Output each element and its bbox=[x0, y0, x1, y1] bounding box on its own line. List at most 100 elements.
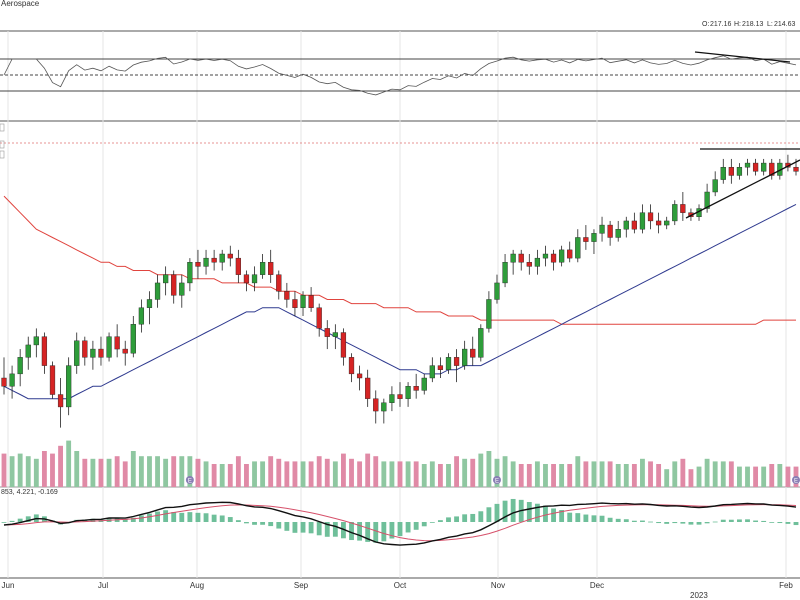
macd-hist-bar bbox=[155, 511, 160, 522]
candle-body bbox=[41, 336, 48, 366]
earnings-marker-icon bbox=[792, 476, 800, 484]
candle bbox=[324, 320, 330, 350]
candle-body bbox=[219, 253, 225, 263]
macd-hist-bar bbox=[260, 522, 266, 525]
candle-body bbox=[607, 224, 613, 238]
volume-bar bbox=[397, 461, 403, 487]
macd-hist-bar bbox=[615, 518, 621, 522]
volume-bar bbox=[446, 464, 451, 487]
candle bbox=[66, 357, 72, 416]
volume-bar bbox=[365, 453, 371, 487]
volume-bar bbox=[179, 456, 185, 487]
volume-bar bbox=[696, 466, 702, 487]
high-label: H: bbox=[734, 21, 741, 28]
volume-bar bbox=[373, 456, 379, 487]
volume-bar bbox=[260, 461, 266, 487]
macd-hist-bar bbox=[316, 522, 322, 536]
month-label: Dec bbox=[590, 581, 604, 590]
macd-hist-bar bbox=[680, 522, 686, 524]
volume-bar bbox=[50, 453, 55, 487]
candle bbox=[510, 249, 516, 275]
volume-bar bbox=[704, 458, 710, 487]
macd-hist-bar bbox=[389, 522, 395, 539]
candle bbox=[9, 365, 15, 399]
candle-body bbox=[534, 257, 541, 267]
macd-hist-bar bbox=[656, 522, 662, 524]
candle-body bbox=[259, 262, 266, 275]
volume-bar bbox=[429, 461, 435, 487]
candle-body bbox=[591, 233, 597, 242]
candle bbox=[251, 266, 258, 292]
candle-body bbox=[672, 204, 678, 222]
macd-hist-bar bbox=[478, 511, 484, 522]
macd-hist-bar bbox=[429, 522, 435, 523]
candle-body bbox=[639, 212, 646, 230]
volume-bar bbox=[405, 461, 411, 487]
volume-bar bbox=[664, 469, 670, 487]
volume-bar bbox=[470, 458, 476, 487]
macd-hist-bar bbox=[704, 522, 710, 524]
candle-body bbox=[1, 377, 7, 387]
x-axis: Jun Jul Aug Sep Oct Nov Dec Feb bbox=[2, 581, 794, 590]
volume-bar bbox=[720, 461, 726, 487]
candle-body bbox=[429, 365, 435, 379]
candle bbox=[639, 204, 646, 234]
candle-body bbox=[17, 357, 23, 375]
macd-hist-bar bbox=[90, 518, 96, 522]
low-label: L: bbox=[767, 21, 773, 28]
candle-body bbox=[276, 274, 282, 292]
volume-bar bbox=[437, 464, 443, 487]
candle bbox=[752, 158, 759, 176]
macd-hist-bar bbox=[728, 519, 734, 522]
candle bbox=[381, 398, 387, 424]
volume-bar bbox=[672, 461, 678, 487]
month-label: Oct bbox=[394, 581, 407, 590]
candle-body bbox=[405, 386, 411, 399]
macd-hist-bar bbox=[793, 522, 799, 526]
candle bbox=[227, 245, 233, 267]
candle-body bbox=[251, 274, 258, 284]
candle bbox=[122, 340, 128, 366]
candle bbox=[647, 204, 654, 230]
candle bbox=[413, 373, 419, 399]
candle bbox=[41, 332, 48, 374]
macd-hist-bar bbox=[688, 522, 694, 525]
volume-bar bbox=[171, 456, 177, 487]
candle-body bbox=[518, 253, 524, 263]
macd-hist-bar bbox=[349, 522, 354, 541]
candle bbox=[348, 353, 355, 383]
volume-bar bbox=[777, 464, 783, 487]
macd-hist-bar bbox=[138, 515, 144, 522]
volume-bar bbox=[551, 464, 556, 487]
candle-body bbox=[211, 257, 217, 263]
volume-bar bbox=[219, 464, 225, 487]
macd-hist-bar bbox=[324, 522, 330, 537]
candle-body bbox=[82, 340, 88, 358]
low-value: 214.63 bbox=[774, 21, 796, 28]
candle bbox=[534, 249, 541, 275]
volume-bar bbox=[9, 456, 15, 487]
macd-hist-bar bbox=[244, 522, 249, 524]
candle bbox=[518, 249, 524, 271]
macd-hist-bar bbox=[373, 522, 379, 543]
macd-hist-bar bbox=[187, 512, 193, 522]
candle bbox=[308, 287, 314, 312]
candle-body bbox=[526, 262, 532, 267]
macd-hist-bar bbox=[648, 521, 653, 523]
volume-bar bbox=[518, 464, 524, 487]
candle bbox=[591, 229, 597, 254]
volume-bar bbox=[252, 461, 257, 487]
macd-hist-bar bbox=[551, 508, 556, 522]
volume-bar bbox=[421, 464, 427, 487]
macd-hist-bar bbox=[381, 522, 387, 542]
candle bbox=[405, 382, 411, 407]
volume-bar bbox=[41, 451, 47, 487]
earnings-marker-icon bbox=[492, 476, 501, 484]
candle bbox=[332, 324, 338, 350]
macd-hist-bar bbox=[543, 505, 548, 522]
macd-hist-bar bbox=[413, 522, 419, 530]
volume-bar bbox=[106, 458, 112, 487]
volume-bar bbox=[575, 456, 581, 487]
volume-bar bbox=[753, 466, 759, 487]
